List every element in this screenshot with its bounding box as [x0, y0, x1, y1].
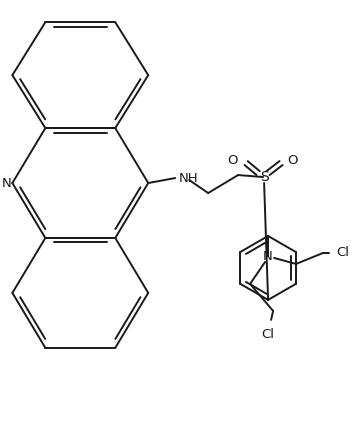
Text: NH: NH — [179, 172, 199, 184]
Text: O: O — [228, 153, 238, 167]
Text: Cl: Cl — [262, 328, 275, 341]
Text: N: N — [263, 250, 273, 263]
Text: O: O — [287, 153, 297, 167]
Text: N: N — [2, 176, 11, 190]
Text: Cl: Cl — [336, 247, 349, 259]
Text: S: S — [260, 170, 269, 184]
